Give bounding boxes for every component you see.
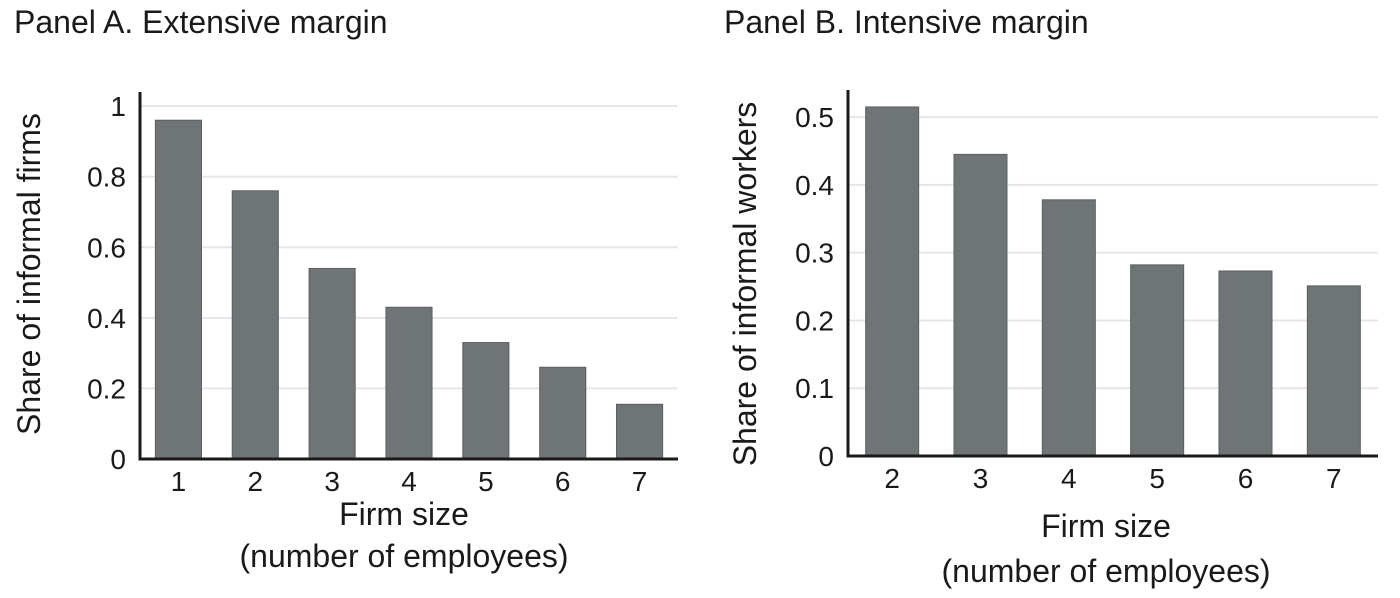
panel-a-title: Panel A. Extensive margin xyxy=(14,4,388,40)
panel-b-y-axis-label: Share of informal workers xyxy=(727,102,763,467)
panel-b-bar-6 xyxy=(1218,270,1273,457)
panel-b-x-tick-label: 3 xyxy=(973,463,989,494)
panel-a-x-axis-label-line-1: Firm size xyxy=(339,496,469,532)
panel-b-y-tick-label: 0.1 xyxy=(795,373,834,404)
panel-b-title: Panel B. Intensive margin xyxy=(724,4,1089,40)
panel-a-x-tick-label: 5 xyxy=(478,466,494,497)
panel-a-x-tick-label: 6 xyxy=(555,466,571,497)
panel-a-y-tick-label: 0.2 xyxy=(87,373,126,404)
panel-a-bar-4 xyxy=(385,306,433,460)
panel-a-y-tick-label: 0.6 xyxy=(87,232,126,263)
panel-a-bar-6 xyxy=(539,366,587,460)
panel-a-x-tick-label: 1 xyxy=(171,466,187,497)
panel-a-y-tick-label: 0 xyxy=(110,444,126,475)
panel-a-bar-2 xyxy=(231,190,279,460)
panel-a-x-tick-label: 4 xyxy=(401,466,417,497)
panel-b-bar-4 xyxy=(1041,199,1096,457)
panel-b-x-tick-label: 7 xyxy=(1326,463,1342,494)
panel-b-plot-area: 0 0.1 0.2 0.3 0.4 0.5 2 3 4 5 6 7 xyxy=(795,90,1378,494)
panel-b-x-tick-label: 5 xyxy=(1149,463,1165,494)
panel-b-x-axis-label-line-1: Firm size xyxy=(1041,508,1171,544)
panel-b-y-tick-label: 0.5 xyxy=(795,102,834,133)
panel-b: Panel B. Intensive margin Share of infor… xyxy=(724,4,1378,589)
panel-b-axes xyxy=(846,90,1378,458)
panel-b-x-axis-label-line-2: (number of employees) xyxy=(941,553,1270,589)
panel-b-y-tick-label: 0.3 xyxy=(795,238,834,269)
panel-a-x-tick-label: 2 xyxy=(247,466,263,497)
panel-b-bar-5 xyxy=(1130,264,1185,457)
panel-a: Panel A. Extensive margin Share of infor… xyxy=(11,4,678,574)
panel-a-x-tick-label: 7 xyxy=(632,466,648,497)
panel-a-y-tick-label: 0.8 xyxy=(87,162,126,193)
panel-a-bar-3 xyxy=(308,267,356,460)
panel-b-x-tick-label: 6 xyxy=(1238,463,1254,494)
panel-a-x-axis-label-line-2: (number of employees) xyxy=(239,538,568,574)
panel-a-bar-7 xyxy=(616,403,664,460)
panel-a-y-tick-label: 1 xyxy=(110,91,126,122)
panel-a-plot-area: 0 0.2 0.4 0.6 0.8 1 1 2 3 4 5 6 7 xyxy=(87,91,678,497)
panel-a-x-tick-label: 3 xyxy=(324,466,340,497)
panel-a-axes xyxy=(138,92,678,461)
panel-b-bar-7 xyxy=(1306,285,1361,457)
panel-b-y-tick-label: 0.4 xyxy=(795,170,834,201)
panel-a-y-tick-label: 0.4 xyxy=(87,303,126,334)
panel-b-y-tick-label: 0.2 xyxy=(795,305,834,336)
panel-b-bar-2 xyxy=(865,106,920,457)
panel-b-x-tick-label: 4 xyxy=(1061,463,1077,494)
panel-b-bar-3 xyxy=(953,153,1008,457)
panel-a-y-axis-label: Share of informal firms xyxy=(11,113,47,435)
panel-b-x-tick-label: 2 xyxy=(884,463,900,494)
panel-b-y-tick-label: 0 xyxy=(818,441,834,472)
panel-a-bar-5 xyxy=(462,342,510,460)
panel-a-bar-1 xyxy=(154,119,202,460)
